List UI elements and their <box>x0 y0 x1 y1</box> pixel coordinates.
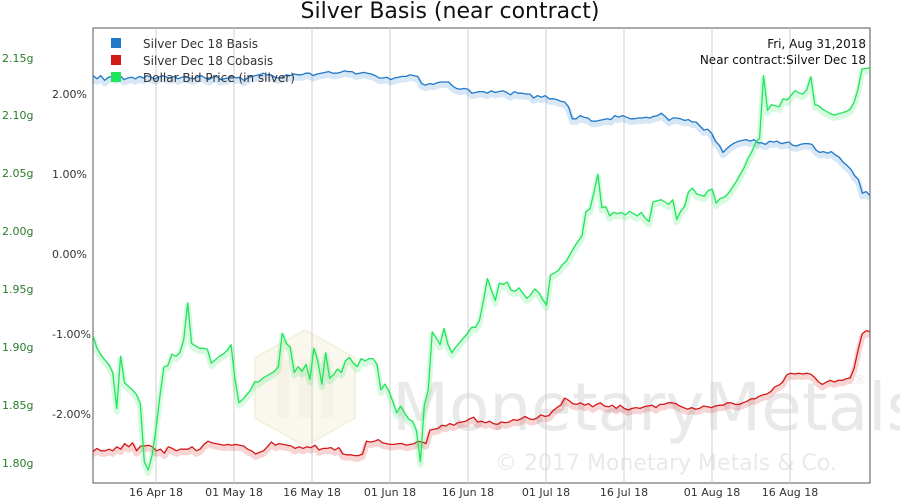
watermark-brand: MonetaryMetals <box>392 369 900 446</box>
left-tick-label: 1.90g <box>2 341 33 354</box>
chart-title: Silver Basis (near contract) <box>301 0 600 24</box>
x-tick-label: 01 May 18 <box>205 486 263 499</box>
pct-tick-label: -1.00% <box>52 328 91 341</box>
watermark-logo <box>254 328 356 448</box>
x-tick-label: 16 Apr 18 <box>129 486 183 499</box>
watermark: MonetaryMetals ® © 2017 Monetary Metals … <box>254 328 900 476</box>
left-tick-label: 2.00g <box>2 225 33 238</box>
legend: Silver Dec 18 Basis Silver Dec 18 Cobasi… <box>111 37 295 85</box>
series-line-dollar-bid-price[interactable] <box>93 66 870 471</box>
legend-swatch-dollar-bid-price <box>111 72 121 82</box>
info-box: Fri, Aug 31,2018 Near contract:Silver De… <box>700 37 866 67</box>
pct-tick-label: 1.00% <box>52 168 87 181</box>
legend-label-cobasis: Silver Dec 18 Cobasis <box>143 54 273 68</box>
legend-label-dollar-bid-price: Dollar Bid Price (in silver) <box>143 71 295 85</box>
plot-frame <box>92 27 871 484</box>
series-line-cobasis[interactable] <box>93 330 870 457</box>
pct-axis: 2.00% 1.00% 0.00% -1.00% -2.00% <box>52 88 91 421</box>
x-tick-label: 16 Jul 18 <box>600 486 648 499</box>
x-tick-label: 01 Aug 18 <box>684 486 740 499</box>
left-tick-label: 2.10g <box>2 109 33 122</box>
pct-tick-label: 2.00% <box>52 88 87 101</box>
x-tick-label: 16 Jun 18 <box>442 486 494 499</box>
pct-tick-label: 0.00% <box>52 248 87 261</box>
legend-swatch-basis <box>111 38 121 48</box>
left-axis: 2.15g 2.10g 2.05g 2.00g 1.95g 1.90g 1.85… <box>2 52 33 470</box>
x-tick-label: 01 Jun 18 <box>364 486 416 499</box>
series-line-basis-shadow <box>93 70 870 201</box>
legend-item-cobasis[interactable]: Silver Dec 18 Cobasis <box>111 54 273 68</box>
watermark-copyright: © 2017 Monetary Metals & Co. <box>495 451 837 476</box>
x-tick-label: 16 Aug 18 <box>762 486 818 499</box>
left-tick-label: 1.80g <box>2 457 33 470</box>
legend-item-basis[interactable]: Silver Dec 18 Basis <box>111 37 258 51</box>
series-line-cobasis-shadow <box>93 330 870 462</box>
legend-item-dollar-bid-price[interactable]: Dollar Bid Price (in silver) <box>111 71 295 85</box>
left-tick-label: 2.15g <box>2 52 33 65</box>
watermark-registered: ® <box>854 373 866 387</box>
info-date: Fri, Aug 31,2018 <box>767 37 866 51</box>
series-layer <box>93 66 870 476</box>
left-tick-label: 1.85g <box>2 399 33 412</box>
info-contract: Near contract:Silver Dec 18 <box>700 53 866 67</box>
left-tick-label: 2.05g <box>2 167 33 180</box>
series-line-basis[interactable] <box>93 70 870 197</box>
pct-tick-label: -2.00% <box>52 408 91 421</box>
legend-label-basis: Silver Dec 18 Basis <box>143 37 258 51</box>
left-tick-label: 1.95g <box>2 283 33 296</box>
x-tick-label: 16 May 18 <box>283 486 341 499</box>
legend-swatch-cobasis <box>111 55 121 65</box>
x-tick-label: 01 Jul 18 <box>522 486 570 499</box>
